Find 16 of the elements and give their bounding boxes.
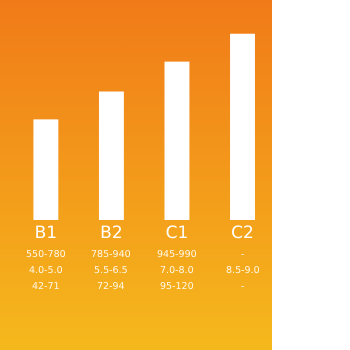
text: 95-120	[160, 281, 194, 292]
text: 8.5-9.0	[226, 265, 260, 276]
text: 42-71	[32, 281, 60, 292]
text: 72-94	[97, 281, 125, 292]
text: 945-990	[157, 249, 197, 260]
x-tick-label: C1	[166, 223, 188, 243]
x-tick-label: C2	[231, 223, 254, 243]
text: 5.5-6.5	[94, 265, 128, 276]
text: -	[241, 249, 244, 260]
text: 4.0-5.0	[29, 265, 63, 276]
text: -	[241, 281, 244, 292]
text: 7.0-8.0	[160, 265, 194, 276]
x-tick-label: B1	[34, 223, 58, 243]
x-tick-label: B2	[100, 223, 123, 243]
text: 550-780	[26, 249, 66, 260]
text: 785-940	[91, 249, 131, 260]
